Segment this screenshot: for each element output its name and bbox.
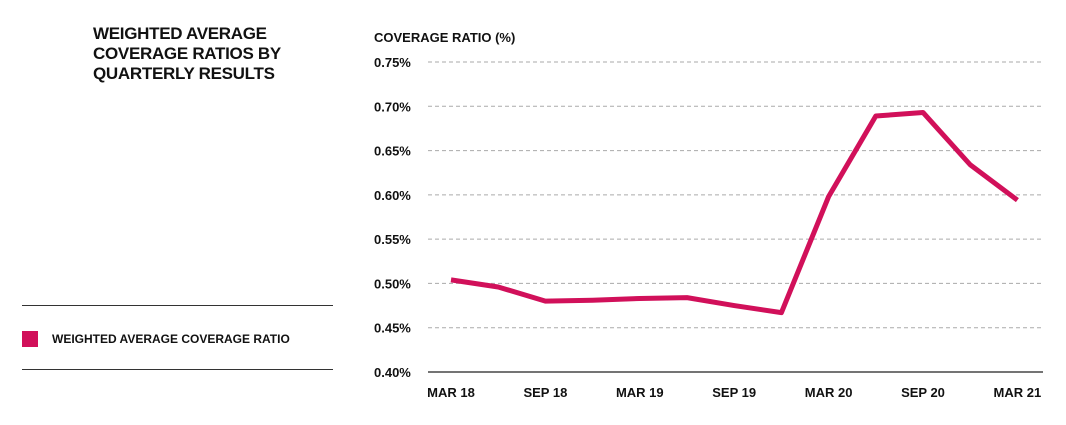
y-tick-label: 0.50% <box>374 276 411 291</box>
y-tick-label: 0.55% <box>374 232 411 247</box>
series-line <box>450 109 1019 316</box>
legend-divider-bottom <box>22 369 333 370</box>
x-tick-label: MAR 20 <box>805 385 853 400</box>
y-tick-label: 0.45% <box>374 321 411 336</box>
legend-label: WEIGHTED AVERAGE COVERAGE RATIO <box>52 332 290 346</box>
y-tick-label: 0.40% <box>374 365 411 380</box>
y-axis-title: COVERAGE RATIO (%) <box>374 30 515 45</box>
chart-title: WEIGHTED AVERAGE COVERAGE RATIOS BY QUAR… <box>93 24 281 83</box>
x-tick-label: MAR 21 <box>994 385 1042 400</box>
legend-swatch <box>22 331 38 347</box>
y-tick-label: 0.75% <box>374 55 411 70</box>
x-tick-label: SEP 20 <box>901 385 945 400</box>
y-tick-label: 0.70% <box>374 99 411 114</box>
x-tick-label: MAR 18 <box>427 385 475 400</box>
x-tick-label: SEP 19 <box>712 385 756 400</box>
x-tick-label: MAR 19 <box>616 385 664 400</box>
y-tick-label: 0.65% <box>374 144 411 159</box>
x-tick-label: SEP 18 <box>523 385 567 400</box>
y-tick-label: 0.60% <box>374 188 411 203</box>
legend-divider-top <box>22 305 333 306</box>
legend: WEIGHTED AVERAGE COVERAGE RATIO <box>22 331 290 347</box>
